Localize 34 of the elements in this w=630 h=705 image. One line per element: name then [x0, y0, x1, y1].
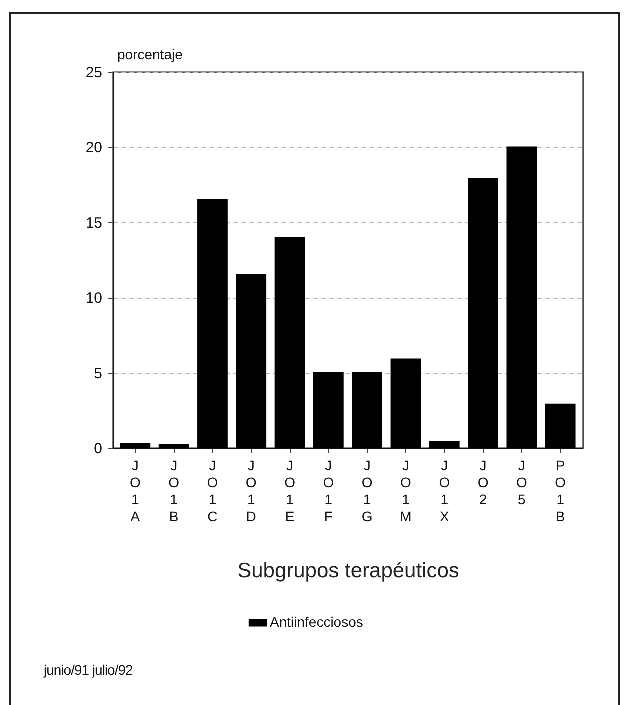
bar — [390, 358, 422, 448]
x-tick-label: JO1X — [439, 458, 450, 524]
x-tick-label: PO1B — [555, 458, 566, 524]
bar — [352, 372, 383, 448]
bar — [468, 178, 498, 448]
y-tick-label: 10 — [86, 290, 102, 308]
x-tick-label: JO1G — [362, 458, 373, 524]
legend-label: Antiinfecciosos — [270, 614, 364, 630]
y-tick-label: 25 — [86, 64, 102, 82]
y-tick-label: 15 — [86, 214, 102, 232]
x-tick-label: JO2 — [478, 458, 489, 508]
y-tick-label: 0 — [94, 440, 102, 458]
x-tick-label: JO1A — [130, 458, 141, 524]
x-axis-title: Subgrupos terapéuticos — [238, 560, 460, 582]
bar — [236, 274, 267, 448]
x-tick-label: JO1C — [207, 458, 218, 524]
bar — [274, 236, 306, 448]
x-tick-label: JO1E — [284, 458, 296, 524]
bar — [198, 199, 228, 448]
x-tick-label: JO1F — [323, 458, 334, 524]
bar — [545, 404, 576, 448]
y-tick-label: 20 — [86, 140, 102, 157]
bar — [313, 372, 344, 448]
x-tick-label: JO1M — [400, 458, 412, 524]
bar — [158, 444, 190, 448]
text: junio/91 julio/92 — [44, 662, 133, 678]
y-tick-label: 5 — [94, 365, 102, 382]
x-tick-label: JO1D — [246, 458, 257, 524]
y-axis-title: porcentaje — [118, 46, 184, 62]
bar — [429, 441, 460, 448]
x-tick-label: JO1B — [168, 458, 180, 524]
bar — [506, 146, 538, 448]
bar — [120, 442, 151, 448]
x-tick-label: JO5 — [516, 458, 528, 508]
